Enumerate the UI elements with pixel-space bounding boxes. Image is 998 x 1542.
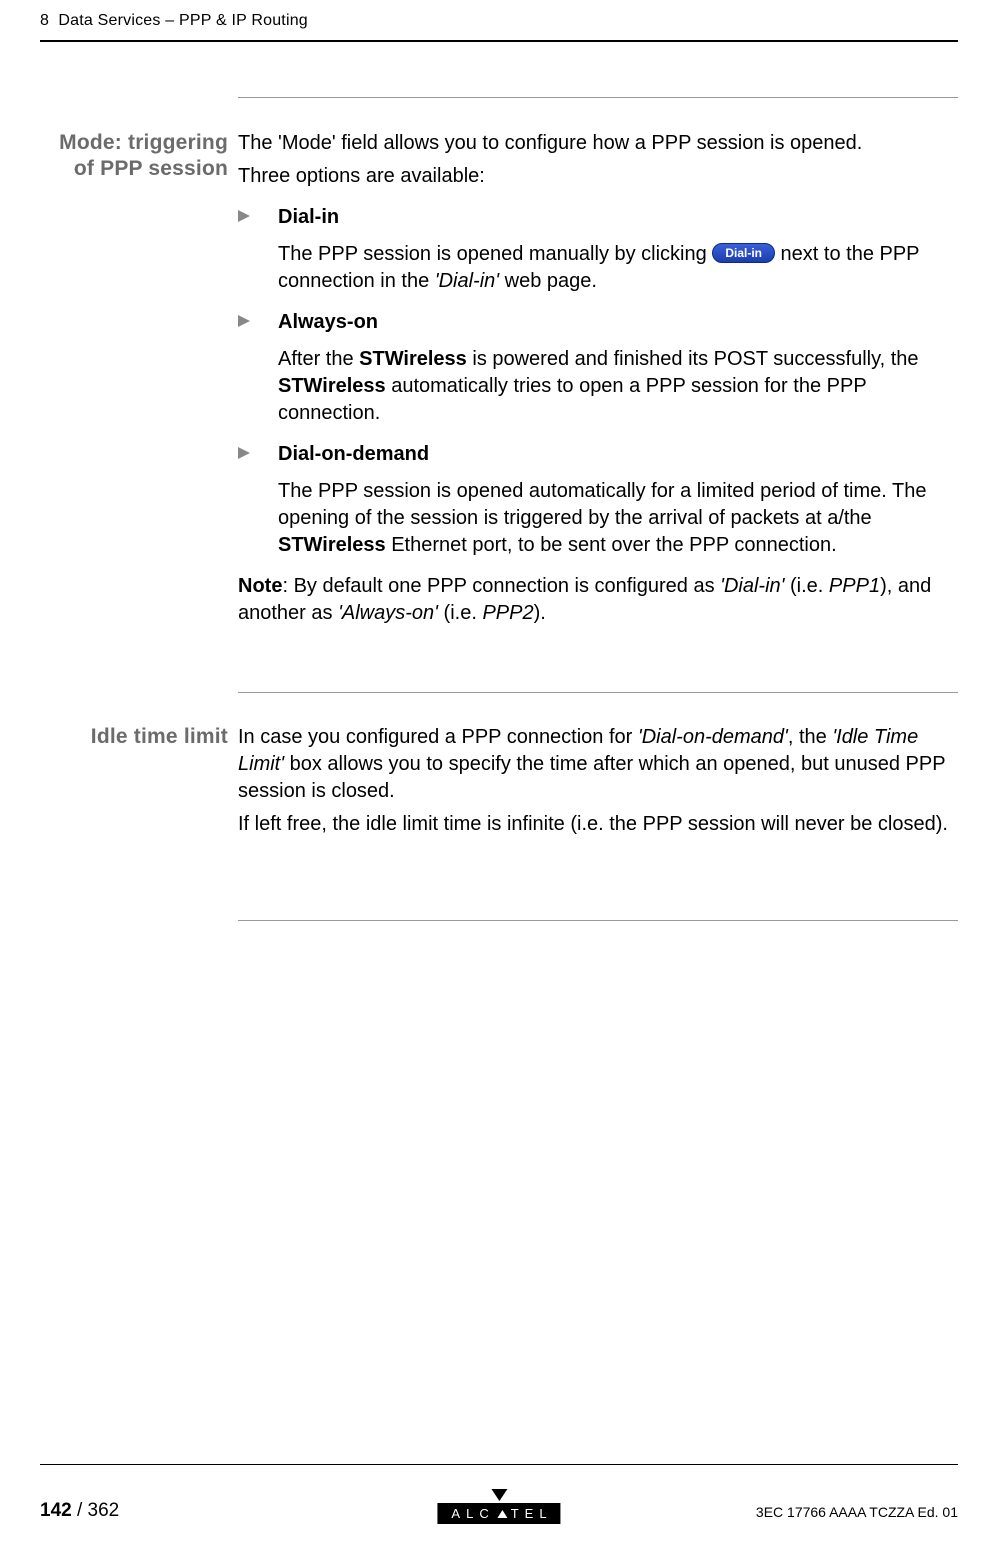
- note-i2: PPP1: [829, 575, 880, 597]
- page: 8 Data Services – PPP & IP Routing Mode:…: [0, 0, 998, 1542]
- section-idle-body: In case you configured a PPP connection …: [238, 724, 958, 844]
- running-header: 8 Data Services – PPP & IP Routing: [40, 12, 308, 30]
- bullet-desc-dial-in: The PPP session is opened manually by cl…: [278, 241, 958, 295]
- idle-p1-c: box allows you to specify the time after…: [238, 753, 945, 802]
- dial-in-badge: Dial-in: [712, 243, 775, 263]
- note-a: : By default one PPP connection is confi…: [282, 575, 720, 597]
- bullet-title-dial-in: Dial-in: [278, 204, 339, 231]
- bullet-marker-icon: [238, 309, 278, 327]
- logo-up-triangle-icon: [498, 1510, 508, 1518]
- section-rule: [238, 920, 958, 921]
- idle-p1-i1: 'Dial-on-demand': [638, 726, 788, 748]
- mode-intro-1: The 'Mode' field allows you to configure…: [238, 130, 958, 157]
- dial-in-pre: The PPP session is opened manually by cl…: [278, 243, 712, 265]
- section-rule: [238, 692, 958, 693]
- note-i4: PPP2: [482, 602, 533, 624]
- chapter-title: Data Services – PPP & IP Routing: [58, 12, 308, 29]
- note-i1: 'Dial-in': [720, 575, 784, 597]
- page-number: 142 / 362: [40, 1500, 119, 1522]
- dial-in-tail: web page.: [499, 270, 597, 292]
- bullet-title-dial-on-demand: Dial-on-demand: [278, 441, 429, 468]
- page-total: / 362: [72, 1500, 120, 1521]
- dial-in-italic: 'Dial-in': [435, 270, 499, 292]
- logo-text-a: ALC: [451, 1506, 494, 1521]
- always-bold1: STWireless: [359, 348, 467, 370]
- page-current: 142: [40, 1500, 72, 1521]
- always-b: is powered and finished its POST success…: [467, 348, 919, 370]
- alcatel-logo: ALC TEL: [437, 1489, 560, 1524]
- bullet-dial-in: Dial-in: [238, 204, 958, 231]
- side-heading-mode: Mode: triggering of PPP session: [38, 130, 228, 183]
- logo-down-triangle-icon: [491, 1489, 507, 1501]
- bullet-title-always-on: Always-on: [278, 309, 378, 336]
- document-id: 3EC 17766 AAAA TCZZA Ed. 01: [756, 1504, 958, 1520]
- footer: 142 / 362 ALC TEL 3EC 17766 AAAA TCZZA Ed…: [40, 1482, 958, 1522]
- note-b: (i.e.: [784, 575, 828, 597]
- always-bold2: STWireless: [278, 375, 386, 397]
- bullet-marker-icon: [238, 204, 278, 222]
- idle-p2: If left free, the idle limit time is inf…: [238, 811, 958, 838]
- dod-bold1: STWireless: [278, 534, 386, 556]
- bullet-dial-on-demand: Dial-on-demand: [238, 441, 958, 468]
- mode-note: Note: By default one PPP connection is c…: [238, 573, 958, 627]
- section-rule: [238, 97, 958, 98]
- idle-p1-b: , the: [788, 726, 832, 748]
- bullet-always-on: Always-on: [238, 309, 958, 336]
- idle-p1: In case you configured a PPP connection …: [238, 724, 958, 805]
- bullet-marker-icon: [238, 441, 278, 459]
- dod-a: The PPP session is opened automatically …: [278, 480, 927, 529]
- bullet-desc-dial-on-demand: The PPP session is opened automatically …: [278, 478, 958, 559]
- header-rule: [40, 40, 958, 42]
- note-i3: 'Always-on': [338, 602, 438, 624]
- always-a: After the: [278, 348, 359, 370]
- section-mode-body: The 'Mode' field allows you to configure…: [238, 130, 958, 633]
- idle-p1-a: In case you configured a PPP connection …: [238, 726, 638, 748]
- footer-rule: [40, 1464, 958, 1465]
- logo-text-b: TEL: [511, 1506, 553, 1521]
- logo-bar: ALC TEL: [437, 1503, 560, 1524]
- dod-b: Ethernet port, to be sent over the PPP c…: [386, 534, 837, 556]
- note-d: (i.e.: [438, 602, 482, 624]
- note-label: Note: [238, 575, 282, 597]
- side-heading-idle: Idle time limit: [38, 724, 228, 750]
- chapter-number: 8: [40, 12, 49, 29]
- mode-intro-2: Three options are available:: [238, 163, 958, 190]
- note-e: ).: [534, 602, 546, 624]
- bullet-desc-always-on: After the STWireless is powered and fini…: [278, 346, 958, 427]
